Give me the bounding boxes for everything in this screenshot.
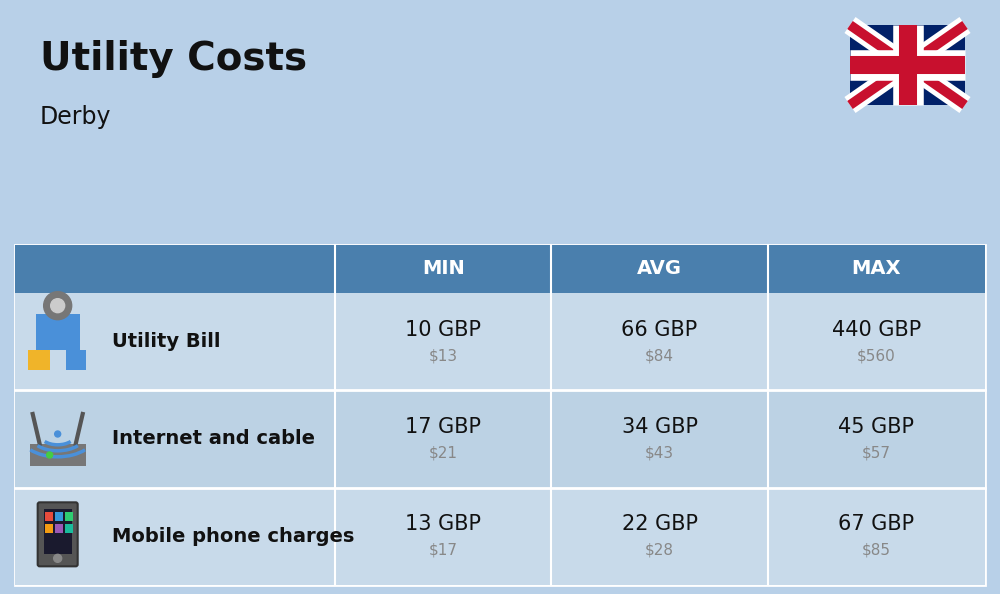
Text: 34 GBP: 34 GBP <box>622 417 698 437</box>
Text: $43: $43 <box>645 446 674 460</box>
Text: $560: $560 <box>857 348 896 363</box>
Text: MAX: MAX <box>852 260 901 279</box>
Text: 67 GBP: 67 GBP <box>838 514 914 535</box>
Bar <box>45 513 53 522</box>
Circle shape <box>51 299 65 312</box>
Text: $57: $57 <box>862 446 891 460</box>
Bar <box>44 509 72 554</box>
Bar <box>30 444 86 466</box>
Text: Derby: Derby <box>40 105 112 129</box>
Bar <box>15 293 985 390</box>
Text: Utility Costs: Utility Costs <box>40 40 307 78</box>
Bar <box>15 488 985 585</box>
Text: $84: $84 <box>645 348 674 363</box>
Circle shape <box>44 292 72 320</box>
Text: 13 GBP: 13 GBP <box>405 514 481 535</box>
Text: 66 GBP: 66 GBP <box>621 320 698 340</box>
Bar <box>15 245 985 293</box>
Circle shape <box>55 431 61 437</box>
Bar <box>45 525 53 533</box>
Text: $21: $21 <box>429 446 458 460</box>
Text: 45 GBP: 45 GBP <box>838 417 914 437</box>
Text: $13: $13 <box>429 348 458 363</box>
Text: $85: $85 <box>862 543 891 558</box>
Text: 440 GBP: 440 GBP <box>832 320 921 340</box>
Text: $28: $28 <box>645 543 674 558</box>
Bar <box>65 513 73 522</box>
Text: MIN: MIN <box>422 260 465 279</box>
Text: Internet and cable: Internet and cable <box>112 429 315 448</box>
Bar <box>55 513 63 522</box>
Text: 17 GBP: 17 GBP <box>405 417 481 437</box>
Bar <box>15 390 985 488</box>
FancyBboxPatch shape <box>38 503 78 566</box>
Text: Mobile phone charges: Mobile phone charges <box>112 527 355 546</box>
Text: AVG: AVG <box>637 260 682 279</box>
Text: 22 GBP: 22 GBP <box>622 514 698 535</box>
Text: 10 GBP: 10 GBP <box>405 320 481 340</box>
Bar <box>28 350 50 369</box>
Circle shape <box>54 554 62 563</box>
Bar <box>15 245 985 585</box>
Text: $17: $17 <box>429 543 458 558</box>
Bar <box>55 525 63 533</box>
Bar <box>65 525 73 533</box>
Bar <box>66 350 86 369</box>
Bar <box>850 25 965 105</box>
Bar <box>36 314 80 350</box>
Text: Utility Bill: Utility Bill <box>112 332 221 351</box>
Circle shape <box>47 452 53 458</box>
